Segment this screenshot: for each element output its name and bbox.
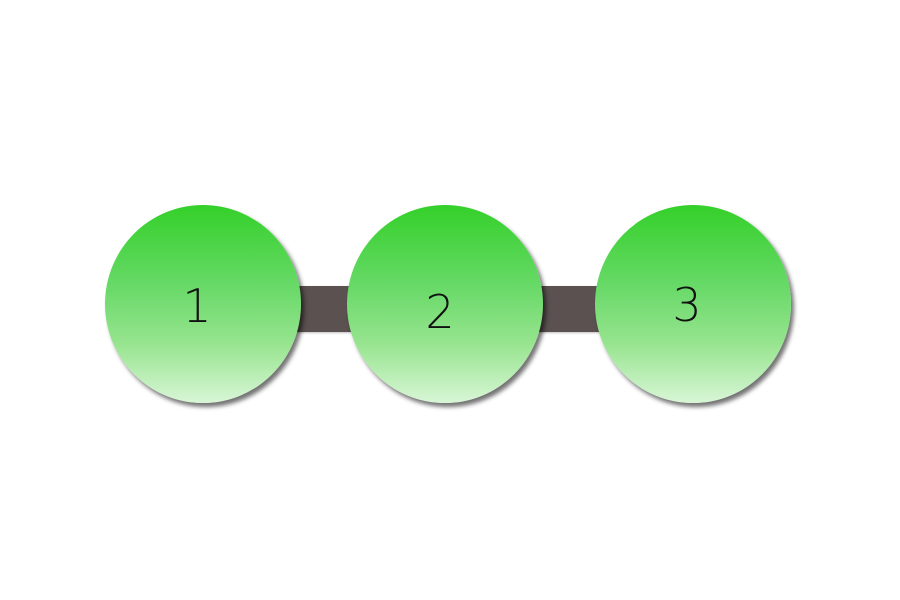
step-label-2: 2 <box>425 285 455 339</box>
step-label-3: 3 <box>672 278 702 332</box>
step-circle-3: 3 <box>595 205 791 403</box>
connector-2-3 <box>538 286 602 332</box>
step-label-1: 1 <box>182 279 212 333</box>
step-circle-1: 1 <box>105 205 301 403</box>
step-circle-2: 2 <box>347 205 543 403</box>
